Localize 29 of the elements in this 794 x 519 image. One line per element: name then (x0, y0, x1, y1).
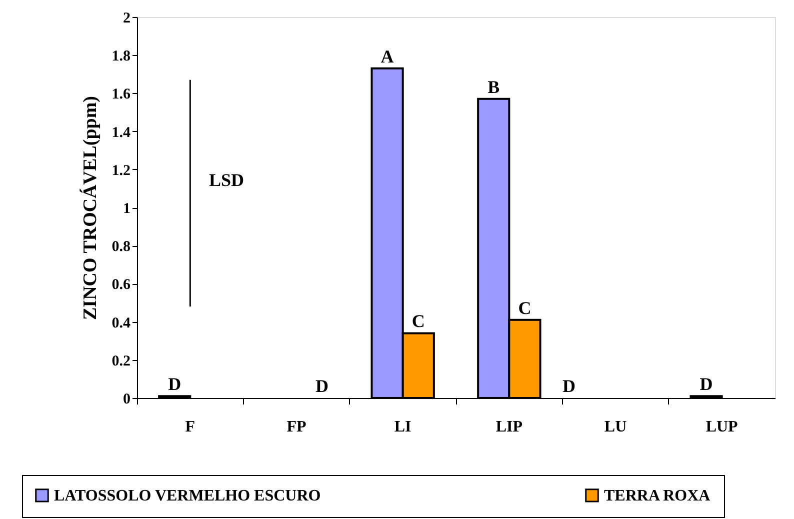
y-tick-label: 0.8 (112, 239, 130, 256)
annotation: D (700, 374, 713, 394)
x-tick-label: F (185, 418, 196, 436)
x-tick-label: LI (394, 418, 412, 436)
x-tick-label: LIP (496, 418, 523, 436)
y-tick-label: 1.2 (112, 162, 130, 179)
x-tick-label: LUP (706, 418, 738, 436)
y-tick-label: 2 (123, 10, 130, 26)
y-tick-label: 0.4 (112, 315, 131, 332)
legend-label: TERRA ROXA (604, 487, 711, 504)
y-tick-label: 0.2 (112, 353, 130, 370)
y-tick-label: 0.6 (112, 277, 131, 294)
y-tick-label: 1.8 (112, 48, 130, 65)
y-tick-label: 1.6 (112, 86, 131, 103)
annotation: C (412, 311, 425, 332)
annotation: D (316, 376, 328, 396)
annotation: D (168, 374, 182, 394)
annotation: LSD (209, 170, 244, 190)
annotation: C (518, 298, 532, 318)
y-tick-label: 1 (123, 201, 130, 217)
legend-label: LATOSSOLO VERMELHO ESCURO (54, 487, 321, 504)
y-tick-label: 1.4 (112, 124, 131, 141)
y-tick-label: 0 (123, 392, 130, 408)
annotation: A (380, 46, 394, 66)
y-axis-title: ZINCO TROCÁVEL(ppm) (78, 96, 101, 320)
x-tick-label: LU (604, 418, 628, 436)
x-tick-label: FP (286, 418, 306, 436)
annotation: D (562, 376, 576, 396)
annotation: B (488, 76, 500, 97)
